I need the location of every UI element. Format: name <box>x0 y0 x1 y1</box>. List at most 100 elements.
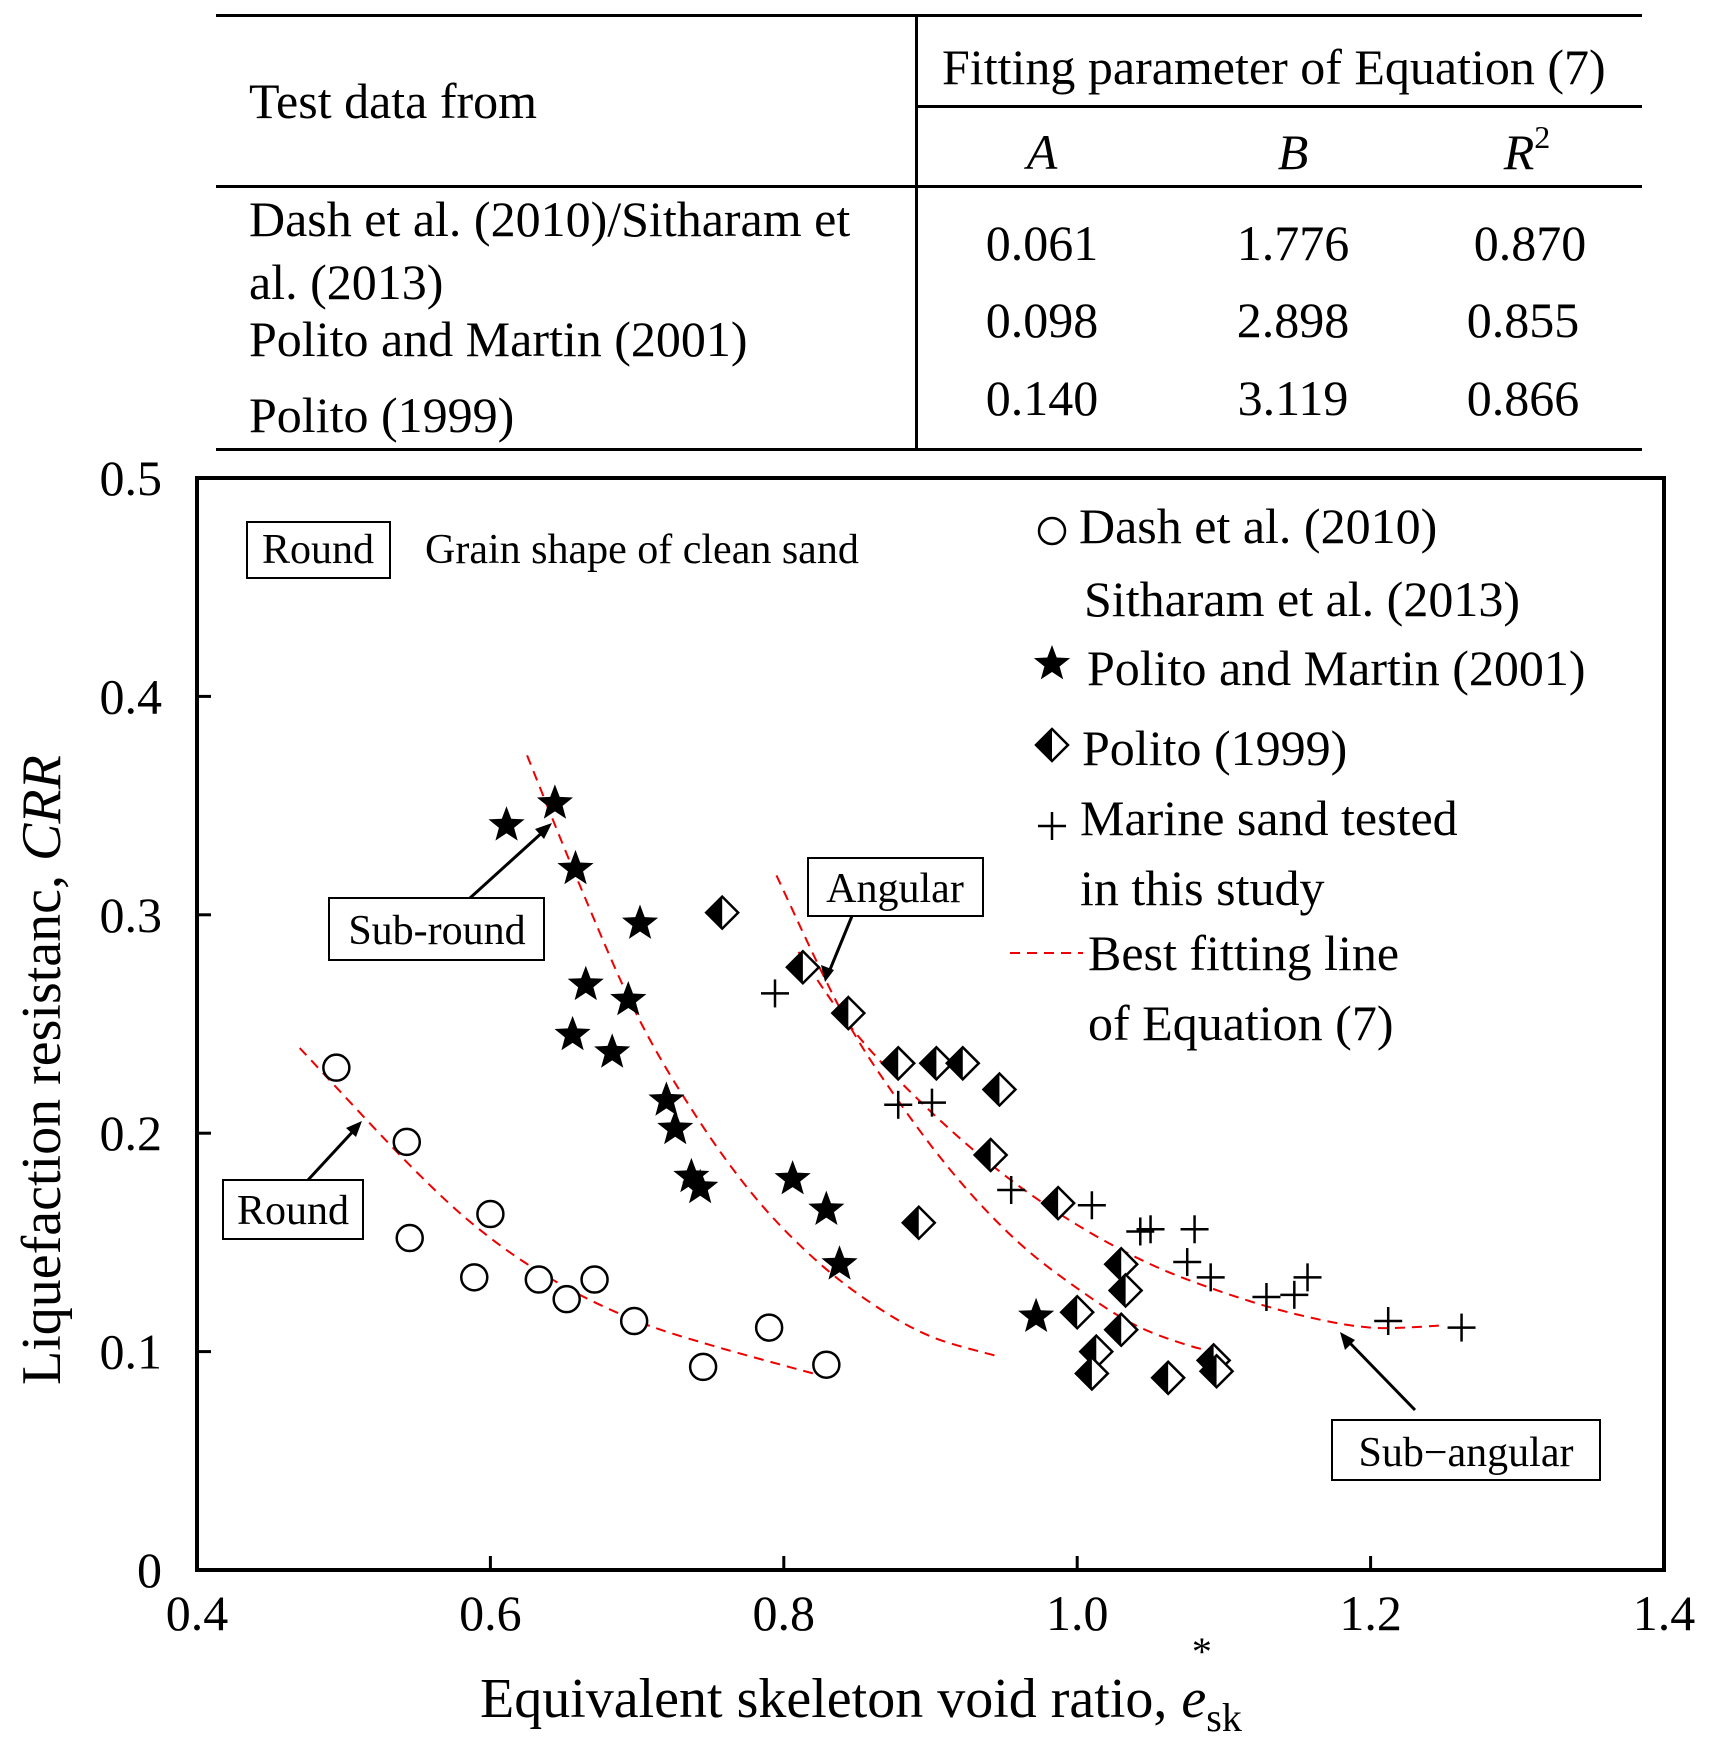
annotation-label: Sub-round <box>348 908 525 954</box>
fit-line <box>797 951 1444 1330</box>
star-point <box>682 1168 719 1204</box>
header-round-label: Round <box>262 527 374 573</box>
annotation-arrow <box>306 1125 359 1182</box>
annotation-sub-round: Sub-round <box>328 823 552 961</box>
diamond-point-fill <box>1061 1296 1078 1329</box>
legend-label: Polito (1999) <box>1082 720 1347 776</box>
annotation-arrow <box>827 915 854 973</box>
annotation-arrow <box>1345 1338 1417 1412</box>
data-points <box>322 784 1476 1396</box>
x-tick-label: 1.4 <box>1633 1585 1696 1641</box>
annotation-box <box>1331 1419 1601 1481</box>
annotation-box <box>807 857 984 917</box>
circle-point <box>812 1350 841 1379</box>
fit-line <box>298 1047 814 1375</box>
diamond-point-fill <box>902 1206 919 1239</box>
circle-point <box>392 1127 422 1157</box>
annotation-round: Round <box>222 1121 364 1240</box>
table-header-fitting: Fitting parameter of Equation (7) <box>942 39 1606 95</box>
series-plus <box>760 979 1476 1342</box>
legend-label: Sitharam et al. (2013) <box>1084 571 1520 627</box>
diamond-point-fill <box>974 1139 991 1172</box>
table-cell-b: 2.898 <box>1236 292 1350 348</box>
x-axis-label-sub: sk <box>1206 1695 1242 1740</box>
table-cell-a: 0.061 <box>985 215 1099 271</box>
table-cell-b: 1.776 <box>1236 215 1350 271</box>
table-column-divider <box>915 14 918 451</box>
table-group-rule <box>916 105 1642 108</box>
y-tick-label: 0.2 <box>100 1105 163 1161</box>
table-header-r2: R2 <box>1503 121 1551 180</box>
star-point <box>567 965 604 1001</box>
table-header-b: B <box>1277 124 1309 180</box>
circle-point <box>524 1265 554 1294</box>
y-axis-label-var: CRR <box>11 755 73 861</box>
legend-label: Polito and Martin (2001) <box>1087 640 1586 696</box>
legend-label: of Equation (7) <box>1088 995 1393 1051</box>
y-tick-label: 0 <box>137 1542 162 1598</box>
diamond-point-fill <box>1109 1274 1126 1307</box>
diamond-point-fill <box>1105 1248 1122 1281</box>
y-axis-label-text: Liquefaction resistanc, <box>11 861 73 1385</box>
annotation-arrowhead <box>535 823 552 839</box>
r2-base: R <box>1503 124 1535 180</box>
star-point <box>774 1160 811 1195</box>
diamond-point-fill <box>832 997 849 1030</box>
table-header-a: A <box>1026 124 1058 180</box>
series-diamond <box>704 894 1235 1396</box>
diamond-point-fill <box>1105 1313 1122 1346</box>
star-point <box>673 1157 710 1193</box>
table-row-source-line1: Polito (1999) <box>249 387 515 443</box>
annotation-label: Sub−angular <box>1359 1430 1574 1476</box>
star-point <box>488 806 525 841</box>
annotation-label: Angular <box>826 866 964 912</box>
diamond-point-fill <box>882 1047 899 1080</box>
circle-point <box>580 1265 609 1294</box>
star-point <box>610 981 647 1016</box>
table-cell-r2: 0.855 <box>1466 292 1580 348</box>
star-point <box>557 849 594 885</box>
table-bottom-rule <box>216 448 1642 451</box>
legend-label: in this study <box>1080 860 1324 916</box>
legend-label: Dash et al. (2010) <box>1079 498 1437 554</box>
y-tick-label: 0.3 <box>100 887 163 943</box>
r2-superscript: 2 <box>1534 119 1551 155</box>
circle-point <box>619 1306 649 1336</box>
diamond-point-fill <box>786 951 803 984</box>
y-axis-label: Liquefaction resistanc, CRR <box>11 755 73 1385</box>
plot-frame <box>195 476 1666 1572</box>
diamond-point-fill <box>920 1047 937 1080</box>
diamond-point-fill <box>706 896 723 929</box>
star-point <box>821 1245 858 1280</box>
table-row-source-line1: Polito and Martin (2001) <box>249 311 748 367</box>
legend-diamond-marker <box>1034 727 1070 763</box>
annotation-sub-angular: Sub−angular <box>1331 1332 1601 1481</box>
star-point <box>1018 1297 1055 1332</box>
x-axis-label-var: e <box>1181 1668 1206 1730</box>
circle-point <box>754 1313 784 1342</box>
diamond-point-fill <box>1152 1361 1169 1394</box>
diamond-point-fill <box>1042 1187 1059 1220</box>
diamond-point-fill <box>983 1073 1000 1106</box>
x-axis-label-sup: * <box>1192 1629 1212 1674</box>
circle-point <box>552 1284 581 1314</box>
circle-point <box>476 1199 505 1229</box>
annotation-box <box>328 897 545 961</box>
circle-point <box>395 1223 424 1253</box>
circle-point <box>688 1352 718 1382</box>
axis-ticks: 0.4 0.6 0.8 1.0 1.2 1.4 0 0.1 0.2 0.3 0.4 0.5 <box>100 450 1696 1641</box>
table-cell-r2: 0.866 <box>1466 370 1580 426</box>
table-cell-a: 0.140 <box>985 370 1099 426</box>
star-point <box>657 1109 694 1145</box>
diamond-point-fill <box>1075 1357 1092 1390</box>
x-tick-label: 0.4 <box>166 1585 229 1641</box>
star-point <box>536 784 573 819</box>
header-grain-shape-label: Grain shape of clean sand <box>425 527 859 573</box>
fitting-parameter-table: Test data from Fitting parameter of Equa… <box>0 0 1715 460</box>
legend-circle-marker <box>1037 516 1067 546</box>
table-top-rule <box>216 14 1642 17</box>
legend-label: Marine sand tested <box>1080 790 1458 846</box>
annotation-arrowhead <box>821 965 834 982</box>
star-point <box>648 1081 685 1116</box>
